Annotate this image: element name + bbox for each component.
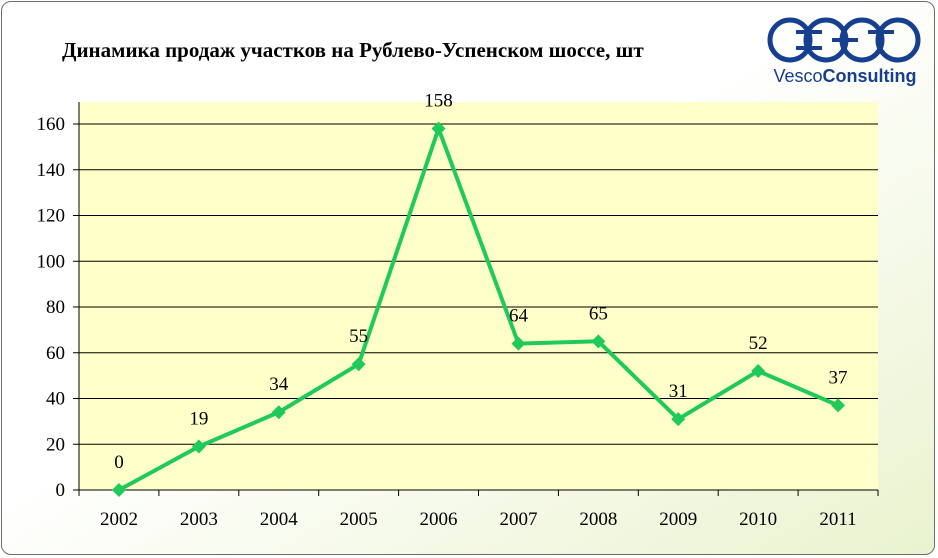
logo-rings-icon	[767, 17, 921, 63]
y-tick-label: 140	[37, 160, 66, 181]
data-point-marker	[271, 405, 286, 420]
x-tick-label: 2003	[180, 509, 218, 530]
data-point-marker	[431, 121, 446, 136]
chart-title: Динамика продаж участков на Рублево-Успе…	[62, 38, 644, 62]
x-tick-label: 2011	[819, 509, 856, 530]
y-tick-label: 0	[56, 480, 66, 501]
data-label: 158	[424, 91, 453, 112]
data-label: 52	[749, 333, 768, 354]
data-label: 19	[189, 409, 208, 430]
data-point-marker	[511, 336, 526, 351]
x-tick-label: 2008	[579, 509, 617, 530]
data-point-marker	[111, 483, 126, 497]
data-label: 64	[509, 306, 529, 327]
y-tick-label: 160	[37, 114, 66, 135]
data-label: 34	[269, 374, 289, 395]
data-point-marker	[831, 398, 846, 413]
y-tick-label: 60	[46, 343, 65, 364]
y-tick-label: 40	[46, 389, 65, 410]
data-label: 37	[829, 367, 848, 388]
vesco-consulting-logo: VescoConsulting	[766, 14, 926, 90]
data-label: 65	[589, 303, 608, 324]
data-label: 31	[669, 381, 688, 402]
data-label: 0	[114, 452, 124, 473]
data-point-marker	[351, 357, 366, 372]
logo-wordmark: VescoConsulting	[773, 66, 917, 86]
x-tick-label: 2006	[420, 509, 458, 530]
x-tick-label: 2005	[340, 509, 378, 530]
data-label: 55	[349, 326, 368, 347]
x-tick-label: 2010	[739, 509, 777, 530]
data-point-marker	[751, 364, 766, 379]
data-point-marker	[191, 439, 206, 454]
y-tick-label: 100	[37, 251, 66, 272]
x-tick-label: 2009	[659, 509, 697, 530]
y-tick-label: 20	[46, 434, 65, 455]
x-tick-label: 2002	[100, 509, 138, 530]
y-tick-label: 80	[46, 297, 65, 318]
y-tick-label: 120	[37, 206, 66, 227]
data-point-marker	[671, 412, 686, 427]
series-line	[117, 122, 839, 492]
plot-area	[79, 102, 878, 490]
x-tick-label: 2004	[260, 509, 299, 530]
data-point-marker	[591, 334, 606, 349]
x-tick-label: 2007	[499, 509, 537, 530]
